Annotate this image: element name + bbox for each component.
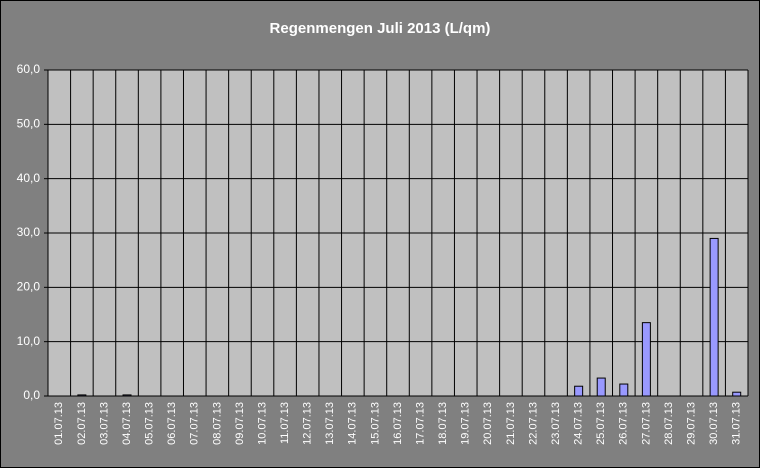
x-tick-label: 21.07.13 xyxy=(505,402,517,445)
bar xyxy=(574,385,584,397)
x-tick-label: 10.07.13 xyxy=(256,402,268,445)
x-tick-label: 17.07.13 xyxy=(414,402,426,445)
chart-title: Regenmengen Juli 2013 (L/qm) xyxy=(270,20,491,37)
x-tick-label: 01.07.13 xyxy=(53,402,65,445)
x-tick-label: 31.07.13 xyxy=(731,402,743,445)
y-tick-label: 40,0 xyxy=(17,171,41,185)
x-tick-label: 14.07.13 xyxy=(347,402,359,445)
x-tick-label: 29.07.13 xyxy=(685,402,697,445)
y-tick-label: 20,0 xyxy=(17,280,41,294)
x-tick-label: 23.07.13 xyxy=(550,402,562,445)
x-tick-label: 03.07.13 xyxy=(98,402,110,445)
bar xyxy=(641,322,651,397)
x-tick-label: 28.07.13 xyxy=(663,402,675,445)
x-tick-label: 20.07.13 xyxy=(482,402,494,445)
x-tick-label: 15.07.13 xyxy=(369,402,381,445)
y-tick-label: 30,0 xyxy=(17,225,41,239)
x-tick-label: 06.07.13 xyxy=(166,402,178,445)
x-tick-label: 19.07.13 xyxy=(460,402,472,445)
x-tick-label: 18.07.13 xyxy=(437,402,449,445)
x-tick-label: 13.07.13 xyxy=(324,402,336,445)
x-tick-label: 25.07.13 xyxy=(595,402,607,445)
x-tick-label: 26.07.13 xyxy=(618,402,630,445)
x-tick-label: 11.07.13 xyxy=(279,402,291,444)
x-tick-label: 07.07.13 xyxy=(189,402,201,445)
x-tick-label: 09.07.13 xyxy=(234,402,246,445)
x-tick-label: 08.07.13 xyxy=(211,402,223,445)
x-tick-label: 22.07.13 xyxy=(527,402,539,445)
y-tick-label: 50,0 xyxy=(17,117,41,131)
y-tick-label: 60,0 xyxy=(17,62,41,76)
bar xyxy=(596,377,606,397)
x-tick-label: 04.07.13 xyxy=(121,402,133,445)
bar xyxy=(619,383,629,397)
bar xyxy=(709,237,719,397)
x-tick-label: 16.07.13 xyxy=(392,402,404,445)
x-tick-label: 30.07.13 xyxy=(708,402,720,445)
x-tick-label: 05.07.13 xyxy=(144,402,156,445)
x-tick-label: 02.07.13 xyxy=(76,402,88,445)
bar xyxy=(732,391,742,397)
y-tick-label: 0,0 xyxy=(23,388,40,402)
x-tick-label: 24.07.13 xyxy=(573,402,585,445)
x-tick-label: 27.07.13 xyxy=(640,402,652,445)
y-tick-label: 10,0 xyxy=(17,334,41,348)
x-tick-label: 12.07.13 xyxy=(302,402,314,445)
